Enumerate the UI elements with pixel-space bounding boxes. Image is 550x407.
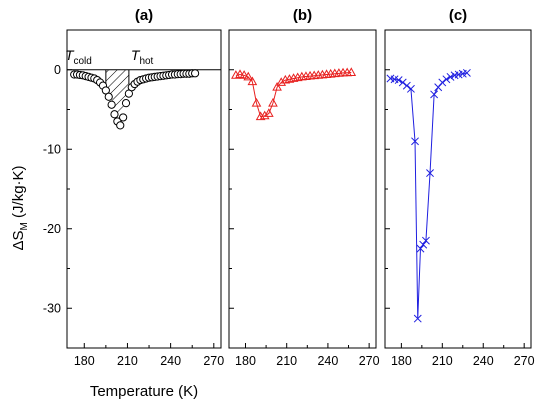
- panel-b-point: [243, 71, 254, 81]
- panel-b-xtick-label: 270: [359, 354, 380, 368]
- panel-a-xtick-label: 210: [117, 354, 138, 368]
- panel-b-xtick-label: 180: [235, 354, 256, 368]
- hatched-area: [105, 69, 129, 126]
- panel-c-title: (c): [449, 7, 467, 24]
- panel-c-xtick-label: 180: [391, 354, 412, 368]
- panel-b-point: [239, 70, 249, 79]
- panel-c-point: [416, 244, 425, 253]
- panel-c-point: [438, 78, 447, 87]
- panel-a-x-axis-title: Temperature (K): [90, 383, 198, 400]
- panel-a-ytick-label: 0: [54, 63, 61, 77]
- panel-c-point: [442, 75, 451, 84]
- panel-c: (c) 180 210 240 270: [384, 7, 535, 368]
- svg-text:ΔSM (J/kg·K): ΔSM (J/kg·K): [10, 165, 30, 250]
- panel-a-point: [107, 100, 116, 109]
- panel-c-point: [398, 78, 407, 87]
- panel-a-point: [119, 113, 128, 122]
- panel-c-frame: [384, 29, 532, 349]
- panel-b-point: [346, 67, 357, 76]
- panel-a-title: (a): [135, 7, 153, 24]
- y-axis-title-unit: (J/kg·K): [10, 165, 27, 222]
- panel-b-point: [251, 97, 262, 107]
- panel-c-point: [411, 137, 419, 146]
- panel-b-point: [276, 77, 287, 86]
- panel-a-point: [190, 69, 200, 78]
- panel-a-ytick-label: -10: [43, 142, 61, 156]
- t-hot-label: Thot: [131, 47, 154, 67]
- panel-c-point: [419, 240, 428, 249]
- panel-a-xtick-label: 240: [160, 354, 181, 368]
- y-axis-title-main: ΔS: [10, 230, 27, 250]
- panel-a-xtick-label: 270: [203, 354, 224, 368]
- panel-c-point: [394, 76, 403, 85]
- panel-c-series-line: [390, 72, 467, 319]
- panel-c-point: [413, 314, 422, 323]
- panel-b-point: [235, 69, 245, 78]
- y-axis-title: ΔSM (J/kg·K): [10, 165, 30, 250]
- panel-c-xtick-label: 210: [432, 354, 453, 368]
- panel-c-point: [402, 81, 411, 90]
- panel-c-point: [430, 90, 439, 99]
- t-cold-label-sub: cold: [74, 56, 92, 67]
- y-axis-title-sub: M: [19, 222, 30, 230]
- panel-a-xtick-label: 180: [74, 354, 95, 368]
- t-hot-label-main: T: [131, 47, 141, 63]
- panel-b-xtick-label: 210: [276, 354, 297, 368]
- panel-a: (a) 180 210 240 270 0 -10 -20 -30 Temperature (K)…: [43, 7, 224, 400]
- panel-a-point: [104, 92, 113, 101]
- panel-a-ytick-label: -20: [43, 222, 61, 236]
- panel-c-xtick-label: 270: [514, 354, 535, 368]
- panel-a-ytick-label: -30: [43, 301, 61, 315]
- panel-c-point: [426, 169, 434, 178]
- panel-a-point: [110, 110, 119, 119]
- panel-b-point: [272, 82, 282, 91]
- panel-c-point: [446, 72, 455, 81]
- panel-b-point: [259, 110, 270, 120]
- panel-b: (b) 180 210 240 270: [228, 7, 380, 368]
- panel-c-point: [462, 68, 471, 77]
- t-cold-label: Tcold: [65, 47, 92, 67]
- panel-b-title: (b): [293, 7, 312, 24]
- panel-b-point: [268, 97, 278, 107]
- panel-b-point: [247, 76, 258, 86]
- panel-b-xtick-label: 240: [317, 354, 338, 368]
- panel-a-point: [121, 99, 131, 108]
- panel-b-point: [263, 108, 274, 117]
- t-hot-label-sub: hot: [139, 56, 153, 67]
- panel-c-xtick-label: 240: [473, 354, 494, 368]
- panel-c-point: [406, 84, 415, 93]
- t-cold-label-main: T: [65, 47, 75, 63]
- panel-c-point: [421, 236, 430, 245]
- panel-a-point: [116, 121, 125, 130]
